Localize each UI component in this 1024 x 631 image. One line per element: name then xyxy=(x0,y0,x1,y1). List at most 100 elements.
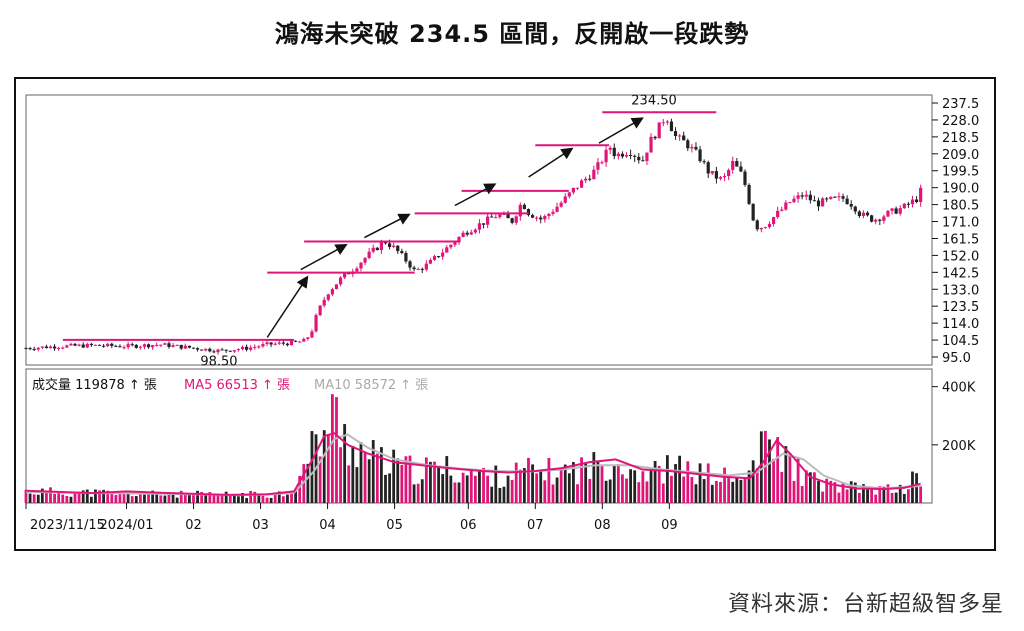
volume-bar xyxy=(567,473,571,503)
candle-up xyxy=(65,345,69,348)
candle-down xyxy=(506,214,510,219)
trend-arrow xyxy=(364,213,411,239)
candle-up xyxy=(326,294,330,300)
volume-bar xyxy=(433,461,436,503)
candle-down xyxy=(673,131,678,137)
candle-down xyxy=(224,349,228,351)
price-panel xyxy=(25,94,933,366)
volume-bar xyxy=(106,490,110,503)
volume-bar xyxy=(36,494,40,503)
candle-up xyxy=(555,206,559,212)
candle-up xyxy=(367,251,371,258)
candle-up xyxy=(232,350,236,352)
volume-bar xyxy=(294,488,298,503)
candle-up xyxy=(829,196,833,199)
volume-bar xyxy=(510,479,514,503)
candle-up xyxy=(77,344,81,346)
volume-bar xyxy=(130,496,134,503)
candle-up xyxy=(690,146,694,149)
candle-up xyxy=(882,216,886,221)
candle-up xyxy=(416,268,420,270)
candle-up xyxy=(563,196,567,203)
volume-bar xyxy=(813,472,816,503)
volume-bar xyxy=(85,489,89,503)
volume-bar xyxy=(310,431,314,503)
candle-up xyxy=(494,217,498,219)
volume-bar xyxy=(543,480,547,503)
volume-legend-item: MA10 58572 ↑ 張 xyxy=(314,378,428,393)
volume-bar xyxy=(245,498,248,503)
candle-up xyxy=(604,149,608,163)
candle-down xyxy=(845,198,849,205)
volume-bar xyxy=(73,492,77,503)
volume-bar xyxy=(347,465,351,503)
candle-down xyxy=(526,209,531,216)
candle-down xyxy=(702,161,706,163)
volume-bar xyxy=(498,487,502,503)
candle-up xyxy=(85,343,89,348)
candle-down xyxy=(522,204,526,210)
volume-bar xyxy=(94,489,97,503)
volume-bar xyxy=(204,493,208,503)
candle-up xyxy=(122,347,126,349)
volume-bar xyxy=(890,492,894,503)
candle-down xyxy=(437,256,441,258)
candle-up xyxy=(784,202,788,210)
candle-up xyxy=(330,289,334,295)
volume-bar xyxy=(792,480,796,503)
volume-bar xyxy=(919,486,923,503)
candle-down xyxy=(530,215,535,218)
volume-bar xyxy=(580,457,583,503)
price-tick-label: 123.5 xyxy=(942,300,979,315)
volume-bar xyxy=(751,460,755,503)
candle-up xyxy=(40,346,44,348)
candle-down xyxy=(825,198,829,200)
volume-bar xyxy=(551,484,555,503)
candle-down xyxy=(853,206,857,212)
candle-down xyxy=(637,156,641,161)
volume-bar xyxy=(502,486,506,503)
volume-bar xyxy=(380,447,383,503)
low-label: 98.50 xyxy=(200,355,237,370)
volume-bar xyxy=(821,491,825,503)
candle-up xyxy=(898,208,902,214)
candle-down xyxy=(755,220,759,230)
volume-bar xyxy=(608,479,612,503)
volume-bar xyxy=(727,475,731,503)
volume-bar xyxy=(473,475,477,503)
volume-bar xyxy=(653,461,657,503)
candle-up xyxy=(767,223,772,228)
candle-up xyxy=(318,305,322,316)
candle-up xyxy=(788,202,792,204)
volume-bar xyxy=(98,490,101,503)
candle-up xyxy=(298,341,302,343)
candle-down xyxy=(408,261,412,268)
volume-bar xyxy=(384,474,387,503)
volume-bar xyxy=(563,464,567,503)
candle-up xyxy=(543,215,547,220)
volume-bar xyxy=(343,424,347,503)
candle-up xyxy=(616,153,620,157)
candle-up xyxy=(559,202,563,207)
volume-bar xyxy=(441,474,445,503)
volume-bar xyxy=(804,470,808,503)
x-tick-label: 2023/11/15 xyxy=(30,518,105,533)
candle-down xyxy=(244,346,249,350)
candle-up xyxy=(575,187,580,189)
price-tick-label: 152.0 xyxy=(942,249,979,264)
candle-down xyxy=(97,344,102,346)
candle-up xyxy=(776,210,780,218)
volume-bar xyxy=(682,476,686,503)
candle-down xyxy=(714,171,718,179)
volume-bar xyxy=(486,475,490,503)
candle-up xyxy=(792,198,796,203)
candle-up xyxy=(359,262,363,269)
volume-bar xyxy=(592,452,596,503)
candle-up xyxy=(771,217,776,224)
candle-down xyxy=(200,349,204,351)
candle-up xyxy=(514,216,518,223)
ma5-line xyxy=(25,432,921,496)
volume-bar xyxy=(392,449,396,503)
candle-down xyxy=(841,196,845,199)
volume-bar xyxy=(69,496,73,503)
